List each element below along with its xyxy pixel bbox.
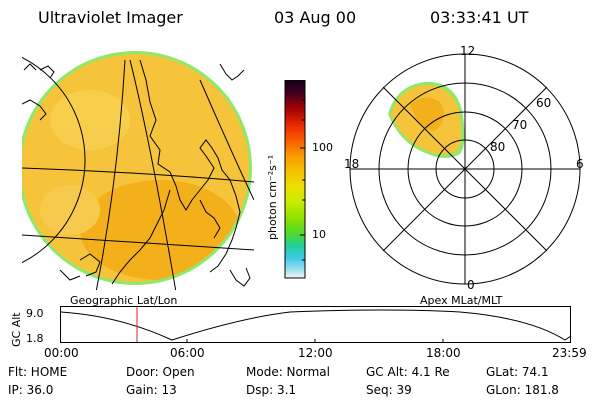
alt-axis-label: GC Alt [10, 312, 23, 347]
colorbar-tick-100: 100 [312, 141, 333, 154]
mlt-label-0: 0 [467, 278, 475, 292]
instrument-title: Ultraviolet Imager [38, 8, 183, 27]
geographic-map [22, 51, 254, 290]
mlat-label-60: 60 [536, 96, 552, 110]
colorbar-unit: photon cm⁻²s⁻¹ [266, 154, 279, 240]
time-label: 03:33:41 UT [430, 8, 529, 27]
mlt-label-6: 6 [576, 157, 584, 171]
alt-tick-9: 9.0 [26, 307, 44, 320]
altitude-curve [60, 309, 572, 341]
mlat-label-70: 70 [512, 118, 528, 132]
colorbar [284, 80, 306, 279]
colorbar-tick-10: 10 [312, 228, 326, 241]
date-label: 03 Aug 00 [274, 8, 357, 27]
time-tick-0000: 00:00 [44, 346, 79, 360]
time-tick-2359: 23:59 [552, 346, 587, 360]
polar-plot [349, 53, 581, 285]
info-glon: GLon: 181.8 [486, 383, 559, 397]
mlat-label-80: 80 [490, 140, 506, 154]
info-glat: GLat: 74.1 [486, 365, 549, 379]
time-tick-1200: 12:00 [298, 346, 333, 360]
mlt-label-12: 12 [460, 44, 476, 58]
info-mode: Mode: Normal [246, 365, 330, 379]
info-gain: Gain: 13 [126, 383, 177, 397]
info-flight: Flt: HOME [8, 365, 68, 379]
info-gc-alt: GC Alt: 4.1 Re [366, 365, 450, 379]
alt-tick-1-8: 1.8 [26, 332, 44, 345]
info-dsp: Dsp: 3.1 [246, 383, 297, 397]
geo-panel-label: Geographic Lat/Lon [70, 294, 178, 307]
info-ip: IP: 36.0 [8, 383, 54, 397]
polar-panel-label: Apex MLat/MLT [420, 294, 503, 307]
time-tick-1800: 18:00 [426, 346, 461, 360]
altitude-plot [60, 306, 572, 343]
mlt-label-18: 18 [344, 157, 360, 171]
time-tick-0600: 06:00 [170, 346, 205, 360]
info-seq: Seq: 39 [366, 383, 412, 397]
info-door: Door: Open [126, 365, 195, 379]
